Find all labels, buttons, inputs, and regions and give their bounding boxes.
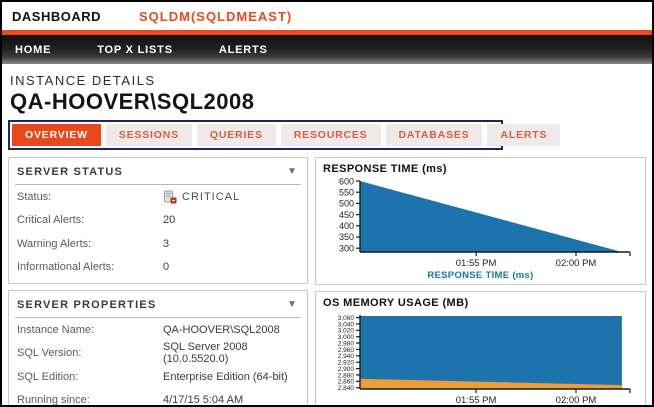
running-since-label: Running since: (17, 394, 90, 407)
main-nav: HOME TOP X LISTS ALERTS (2, 35, 652, 64)
svg-text:450: 450 (339, 210, 354, 220)
svg-text:01:55 PM: 01:55 PM (456, 395, 497, 406)
server-properties-header[interactable]: SERVER PROPERTIES ▼ (9, 291, 307, 317)
server-properties-panel: SERVER PROPERTIES ▼ Instance Name: QA-HO… (8, 290, 308, 407)
server-status-panel: SERVER STATUS ▼ Status: (8, 157, 308, 284)
critical-server-icon (164, 190, 177, 204)
legend-response-time: RESPONSE TIME (ms) (427, 270, 534, 281)
critical-alerts-value: 20 (163, 214, 176, 227)
sql-edition-value: Enterprise Edition (64-bit) (163, 370, 288, 383)
chevron-down-icon[interactable]: ▼ (287, 166, 297, 177)
right-column: RESPONSE TIME (ms) 600 550 500 450 400 350 300… (315, 157, 646, 406)
svg-text:600: 600 (339, 177, 354, 186)
svg-text:300: 300 (339, 243, 354, 253)
sql-version-value: SQL Server 2008 (10.0.5520.0) (163, 341, 248, 366)
svg-text:3,020: 3,020 (338, 328, 355, 335)
tab-sessions[interactable]: SESSIONS (105, 124, 192, 146)
svg-text:2,840: 2,840 (338, 385, 355, 392)
svg-text:2,940: 2,940 (338, 353, 355, 360)
svg-text:350: 350 (339, 232, 354, 242)
tab-queries[interactable]: QUERIES (196, 124, 276, 146)
product-title: SQLDM(SQLDMEAST) (139, 8, 293, 24)
tab-overview[interactable]: OVERVIEW (12, 124, 101, 146)
tab-databases[interactable]: DATABASES (385, 124, 483, 146)
os-memory-chart-title: OS MEMORY USAGE (MB) (323, 297, 469, 309)
server-properties-title: SERVER PROPERTIES (17, 299, 157, 311)
sql-edition-label: SQL Edition: (17, 370, 79, 383)
nav-item-alerts[interactable]: ALERTS (218, 43, 268, 56)
instance-name-row: Instance Name: QA-HOOVER\SQL2008 (9, 318, 307, 342)
server-status-title: SERVER STATUS (17, 166, 124, 178)
divider (15, 317, 301, 318)
svg-text:500: 500 (339, 199, 354, 209)
running-since-value: 4/17/15 5:04 AM (163, 394, 244, 407)
warning-alerts-row: Warning Alerts: 3 (9, 232, 307, 256)
sql-version-label: SQL Version: (17, 347, 82, 360)
svg-text:3,040: 3,040 (338, 321, 355, 328)
tab-resources[interactable]: RESOURCES (280, 124, 381, 146)
instance-tabbar: OVERVIEW SESSIONS QUERIES RESOURCES DATA… (8, 120, 561, 150)
informational-alerts-value: 0 (163, 261, 170, 274)
svg-text:2,980: 2,980 (338, 340, 355, 347)
informational-alerts-label: Informational Alerts: (17, 261, 115, 274)
dashboard-menu[interactable]: DASHBOARD (12, 8, 101, 24)
nav-item-home[interactable]: HOME (15, 43, 52, 56)
svg-text:02:00 PM: 02:00 PM (556, 395, 597, 406)
divider (15, 184, 301, 185)
warning-alerts-label: Warning Alerts: (17, 237, 92, 250)
warning-alerts-value: 3 (163, 237, 170, 250)
page-content: INSTANCE DETAILS QA-HOOVER\SQL2008 OVERV… (2, 64, 652, 407)
running-since-row: Running since: 4/17/15 5:04 AM (9, 389, 307, 407)
svg-text:3,000: 3,000 (338, 334, 355, 341)
svg-text:3,060: 3,060 (338, 315, 355, 322)
nav-item-top-x-lists[interactable]: TOP X LISTS (97, 43, 173, 56)
informational-alerts-row: Informational Alerts: 0 (9, 256, 307, 280)
os-memory-chart: 3,0603,0403,0203,0002,9802,9602,9402,920… (338, 315, 631, 406)
svg-text:01:55 PM: 01:55 PM (456, 258, 497, 269)
section-label: INSTANCE DETAILS (10, 73, 156, 88)
response-time-legend: RESPONSE TIME (ms) (322, 270, 639, 281)
os-memory-chart-panel: OS MEMORY USAGE (MB) 3,060 3,040 3,020 3,00… (315, 291, 646, 406)
critical-alerts-label: Critical Alerts: (17, 214, 85, 227)
svg-text:2,880: 2,880 (338, 372, 355, 379)
sql-edition-row: SQL Edition: Enterprise Edition (64-bit) (9, 365, 307, 389)
status-text: CRITICAL (182, 190, 241, 203)
response-time-chart-panel: RESPONSE TIME (ms) 600 550 500 450 400 350 300… (315, 157, 646, 285)
svg-text:2,900: 2,900 (338, 366, 355, 373)
instance-name-value: QA-HOOVER\SQL2008 (163, 323, 280, 336)
page-title: QA-HOOVER\SQL2008 (10, 89, 255, 114)
tab-alerts[interactable]: ALERTS (487, 124, 561, 146)
svg-text:400: 400 (339, 221, 354, 231)
svg-text:550: 550 (339, 187, 354, 197)
sql-version-row: SQL Version: SQL Server 2008 (10.0.5520.… (9, 341, 307, 366)
status-row: Status: CRITICAL (9, 185, 307, 209)
instance-name-label: Instance Name: (17, 323, 95, 336)
server-status-header[interactable]: SERVER STATUS ▼ (9, 158, 307, 184)
svg-text:2,920: 2,920 (338, 360, 355, 367)
top-bar: DASHBOARD SQLDM(SQLDMEAST) (2, 2, 652, 30)
response-time-chart-title: RESPONSE TIME (ms) (323, 163, 447, 175)
status-value: CRITICAL (163, 190, 240, 204)
svg-text:02:00 PM: 02:00 PM (556, 258, 597, 269)
critical-alerts-row: Critical Alerts: 20 (9, 209, 307, 233)
chevron-down-icon[interactable]: ▼ (287, 299, 297, 310)
left-column: SERVER STATUS ▼ Status: (8, 157, 308, 407)
status-label: Status: (17, 190, 52, 203)
accent-divider (2, 30, 652, 35)
svg-text:2,860: 2,860 (338, 379, 355, 386)
svg-text:2,960: 2,960 (338, 347, 355, 354)
